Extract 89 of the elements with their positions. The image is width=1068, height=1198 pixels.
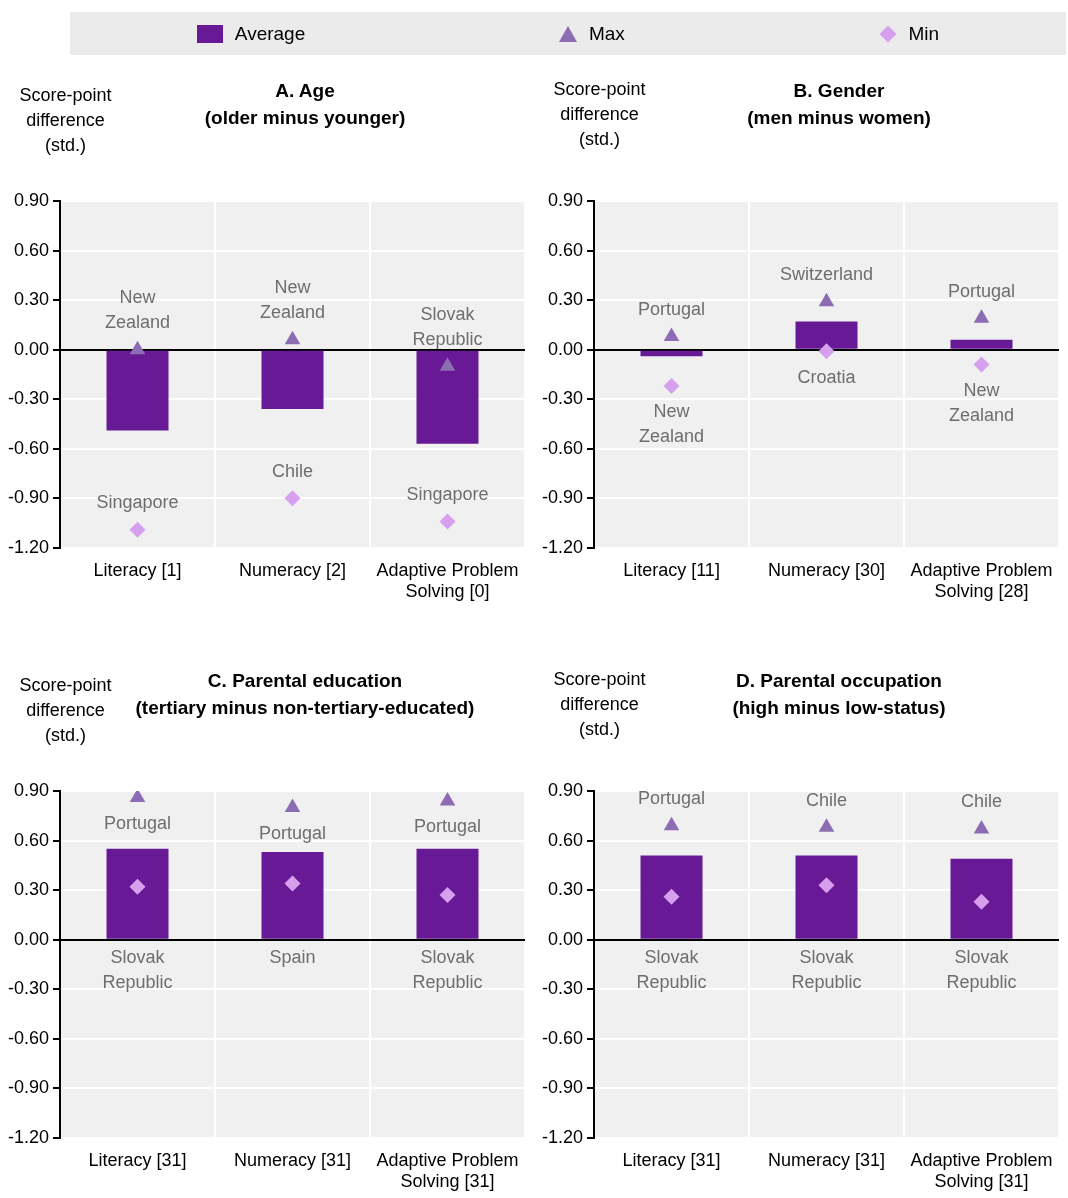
y-axis-title: Score-point difference (std.) [552, 668, 647, 741]
y-tick-label: 0.60 [13, 829, 50, 850]
x-tick-label: Literacy [1] [93, 559, 182, 580]
y-tick-label: 0.90 [13, 779, 50, 800]
y-tick-label: -0.90 [8, 1077, 50, 1098]
annotation: Slovak Republic [412, 303, 483, 349]
chart-subtitle: (older minus younger) [204, 107, 406, 128]
annotation: New Zealand [259, 277, 326, 323]
chart-title: A. Age [275, 80, 335, 101]
annotation: Portugal [947, 280, 1016, 301]
y-tick-label: -1.20 [542, 1126, 584, 1147]
y-tick-label: -0.60 [8, 1027, 50, 1048]
x-tick-label: Literacy [31] [88, 1149, 187, 1170]
y-axis-title: Score-point difference (std.) [552, 78, 647, 151]
y-tick-label: -0.60 [8, 437, 50, 458]
y-tick-label: -0.90 [542, 1077, 584, 1098]
y-tick-label: 0.30 [13, 289, 50, 310]
annotation: Slovak Republic [102, 947, 173, 993]
chart-subtitle: (men minus women) [747, 107, 931, 128]
y-tick-label: -0.90 [542, 487, 584, 508]
annotation: Portugal [638, 788, 706, 809]
x-tick-label: Numeracy [31] [767, 1149, 886, 1170]
annotation: Portugal [413, 816, 482, 837]
annotation: Chile [806, 789, 848, 810]
x-tick-label: Numeracy [31] [233, 1149, 352, 1170]
point [129, 521, 146, 538]
chart-subtitle: (high minus low-status) [732, 697, 946, 718]
legend-label: Min [908, 22, 940, 45]
x-tick-label: Adaptive Problem Solving [31] [376, 1149, 519, 1192]
y-axis-title: Score-point difference (std.) [18, 84, 113, 157]
chart-subtitle: (tertiary minus non-tertiary-educated) [135, 697, 475, 718]
y-tick-label: -0.60 [542, 437, 584, 458]
y-tick-label: 0.30 [13, 879, 50, 900]
y-tick-label: 0.90 [547, 779, 584, 800]
annotation: Switzerland [779, 264, 874, 285]
annotation: Croatia [797, 366, 857, 387]
y-tick-label: 0.90 [13, 189, 50, 210]
x-tick-label: Literacy [11] [623, 559, 720, 580]
y-tick-label: -0.30 [8, 388, 50, 409]
annotation: Portugal [258, 822, 327, 843]
x-tick-label: Adaptive Problem Solving [0] [376, 559, 519, 602]
point [129, 340, 146, 355]
x-tick-label: Adaptive Problem Solving [31] [910, 1149, 1053, 1192]
chart-title: B. Gender [793, 80, 885, 101]
y-tick-label: -0.60 [542, 1027, 584, 1048]
annotation: New Zealand [638, 401, 705, 447]
annotation: New Zealand [948, 379, 1015, 425]
y-tick-label: 0.00 [13, 928, 50, 949]
y-tick-label: -1.20 [542, 536, 584, 557]
annotation: Portugal [104, 813, 172, 834]
annotation: Slovak Republic [636, 947, 707, 993]
annotation: Singapore [96, 492, 179, 513]
annotation: Chile [960, 791, 1003, 812]
annotation: Spain [269, 947, 316, 968]
y-tick-label: -0.30 [542, 388, 584, 409]
x-tick-label: Numeracy [30] [767, 559, 886, 580]
y-tick-label: 0.30 [547, 289, 584, 310]
chart-title: D. Parental occupation [736, 670, 942, 691]
y-tick-label: -1.20 [8, 536, 50, 557]
point [284, 330, 301, 345]
x-tick-label: Numeracy [2] [238, 559, 347, 580]
legend-label: Average [234, 22, 306, 45]
annotation: Slovak Republic [946, 947, 1017, 993]
y-tick-label: 0.60 [547, 239, 584, 260]
y-tick-label: 0.00 [547, 928, 584, 949]
annotation: Slovak Republic [412, 947, 483, 993]
annotation: Portugal [638, 298, 706, 319]
annotation: Chile [272, 460, 314, 481]
point [284, 490, 301, 507]
y-tick-label: 0.00 [547, 338, 584, 359]
y-tick-label: 0.60 [547, 829, 584, 850]
y-tick-label: -0.30 [542, 978, 584, 999]
y-tick-label: 0.90 [547, 189, 584, 210]
legend-label: Max [588, 22, 625, 45]
annotation: New Zealand [104, 287, 171, 333]
x-tick-label: Literacy [31] [622, 1149, 721, 1170]
y-axis-title: Score-point difference (std.) [18, 674, 113, 747]
y-tick-label: 0.00 [13, 338, 50, 359]
y-tick-label: 0.60 [13, 239, 50, 260]
x-tick-label: Adaptive Problem Solving [28] [910, 559, 1053, 602]
point [439, 357, 456, 371]
annotation: Singapore [406, 483, 489, 504]
chart-title: C. Parental education [207, 670, 403, 691]
y-tick-label: -0.90 [8, 487, 50, 508]
y-tick-label: -1.20 [8, 1126, 50, 1147]
point [439, 513, 456, 530]
annotation: Slovak Republic [791, 947, 862, 993]
y-tick-label: 0.30 [547, 879, 584, 900]
y-tick-label: -0.30 [8, 978, 50, 999]
